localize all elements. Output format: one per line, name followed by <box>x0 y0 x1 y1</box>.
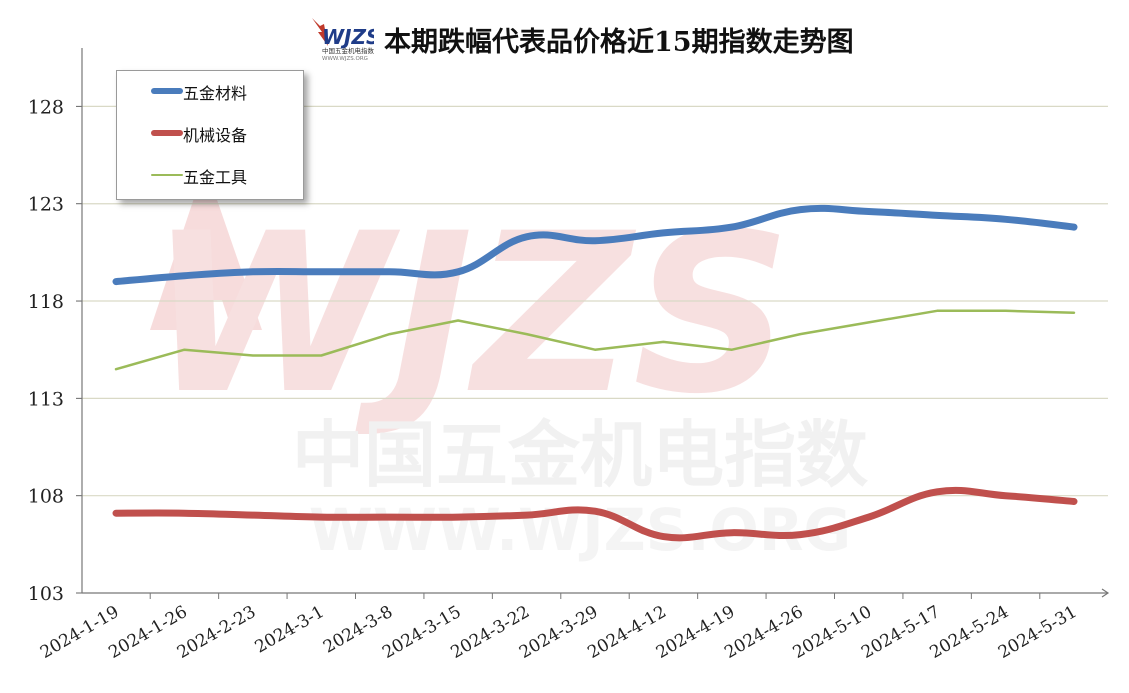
y-tick-label: 118 <box>28 291 64 313</box>
chart-title: 本期跌幅代表品价格近15期指数走势图 <box>384 27 854 58</box>
y-tick-labels: 103 108 113 118 123 128 <box>28 96 64 605</box>
watermark: WJZS 中国五金机电指数 WWW.WJZS.ORG <box>149 165 868 564</box>
x-tick-label: 2024-3-1 <box>252 602 328 658</box>
x-axis-arrow <box>1101 588 1110 598</box>
wjzs-logo: WJZS 中国五金机电指数 WWW.WJZS.ORG <box>312 18 374 62</box>
axes <box>76 48 1110 599</box>
y-tick-label: 108 <box>28 486 64 508</box>
y-tick-label: 103 <box>28 583 64 605</box>
watermark-brand: WJZS <box>149 186 792 442</box>
x-tick-label: 2024-2-23 <box>174 602 260 663</box>
legend-item-series3: 五金工具 <box>117 164 303 188</box>
watermark-cn: 中国五金机电指数 <box>292 413 868 497</box>
logo-arrow-icon <box>312 18 328 46</box>
watermark-url: WWW.WJZS.ORG <box>309 496 851 564</box>
legend-label-series3: 五金工具 <box>183 168 248 187</box>
legend-swatch-series1 <box>151 88 183 94</box>
logo-url: WWW.WJZS.ORG <box>322 56 368 62</box>
y-tick-label: 123 <box>28 194 64 216</box>
y-tick-label: 113 <box>28 388 64 410</box>
legend: 五金材料 机械设备 五金工具 <box>116 70 304 200</box>
legend-label-series2: 机械设备 <box>183 126 248 145</box>
legend-label-series1: 五金材料 <box>183 84 248 103</box>
x-tick-labels: 2024-1-192024-1-262024-2-232024-3-12024-… <box>37 602 1081 663</box>
series-lines <box>112 204 1078 542</box>
logo-subtext: 中国五金机电指数 <box>322 46 374 55</box>
watermark-arrow <box>150 165 262 330</box>
gridlines <box>82 105 1108 497</box>
legend-swatch-series2 <box>151 130 183 136</box>
legend-swatch-series3 <box>151 174 183 176</box>
logo-text: WJZS <box>322 25 374 49</box>
y-tick-label: 128 <box>28 96 64 118</box>
title-row: WJZS 中国五金机电指数 WWW.WJZS.ORG 本期跌幅代表品价格近15期… <box>0 12 1129 62</box>
x-tick-label: 2024-5-31 <box>995 602 1081 663</box>
legend-item-series2: 机械设备 <box>117 122 303 146</box>
legend-item-series1: 五金材料 <box>117 80 303 104</box>
